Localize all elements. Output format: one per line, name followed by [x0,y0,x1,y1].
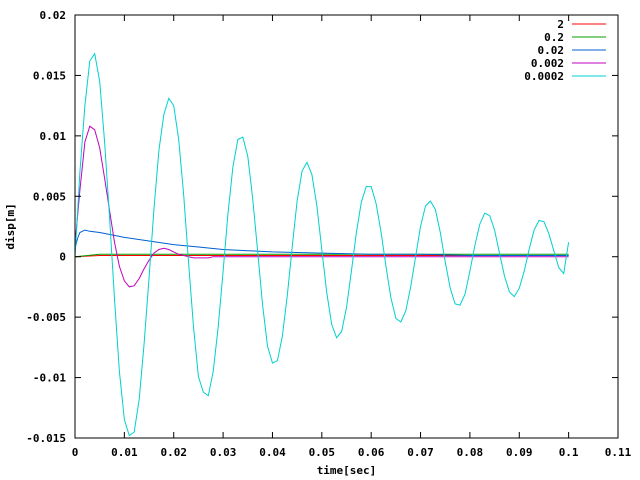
y-tick-label: -0.015 [26,432,66,445]
y-tick-label: 0.01 [40,130,67,143]
x-tick-label: 0 [72,446,79,459]
legend-label: 0.002 [531,57,564,70]
series-line-1 [74,253,569,258]
x-tick-label: 0.09 [506,446,533,459]
y-tick-label: 0.02 [40,9,67,22]
y-tick-label: -0.005 [26,311,66,324]
x-axis-label: time[sec] [317,464,377,477]
series-line-2 [74,229,569,256]
legend-label: 2 [557,18,564,31]
legend-label: 0.2 [544,31,564,44]
x-tick-label: 0.06 [358,446,385,459]
legend-label: 0.0002 [524,70,564,83]
x-tick-label: 0.01 [111,446,138,459]
x-tick-label: 0.02 [160,446,187,459]
x-tick-label: 0.07 [407,446,434,459]
legend-label: 0.02 [538,44,565,57]
x-tick-label: 0.08 [457,446,484,459]
x-tick-label: 0.05 [309,446,336,459]
y-tick-label: 0.015 [33,69,66,82]
x-tick-label: 0.03 [210,446,237,459]
y-tick-label: 0.005 [33,190,66,203]
y-tick-label: -0.01 [33,372,66,385]
x-tick-label: 0.1 [559,446,579,459]
x-tick-label: 0.11 [605,446,632,459]
plot-marks [74,52,570,437]
x-tick-label: 0.04 [259,446,286,459]
y-tick-label: 0 [59,251,66,264]
y-axis-label: disp[m] [4,203,17,249]
series-line-4 [74,52,570,437]
series-line-3 [74,125,569,288]
plot-frame [74,14,619,439]
axis-ticks: 0 0.01 0.02 0.03 0.04 0.05 0.06 0.07 0.08 0.09 0.1… [26,9,631,459]
